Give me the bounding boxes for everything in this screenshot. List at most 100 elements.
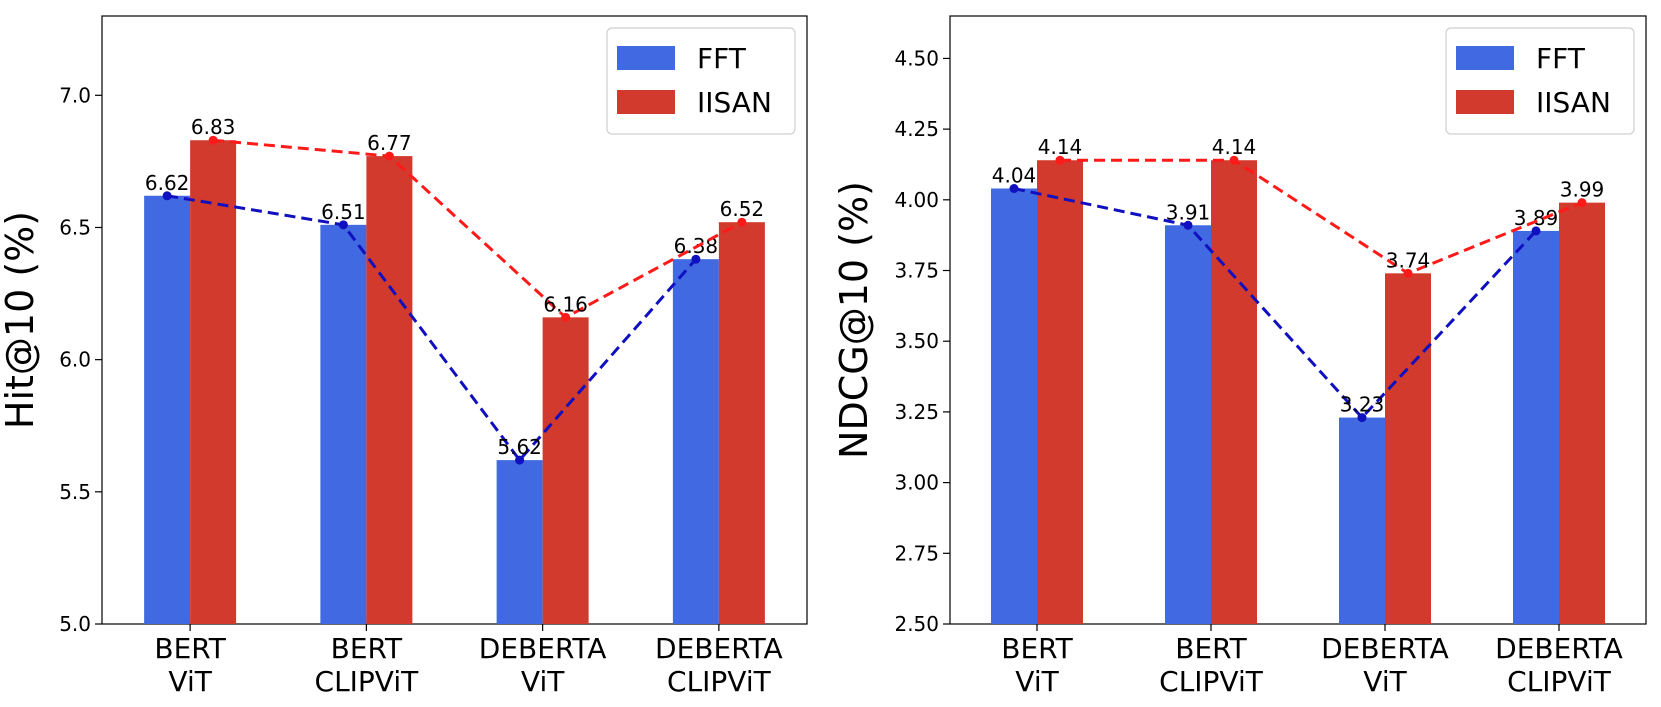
hit-category-label-line: DEBERTA	[655, 632, 783, 665]
hit-category-label-line: BERT	[154, 632, 226, 665]
hit-ytick-label: 5.0	[59, 612, 91, 636]
hit-point-iisan	[384, 151, 394, 161]
ndcg-ytick-label: 3.00	[894, 471, 939, 495]
hit-category-label-line: ViT	[521, 665, 565, 698]
ndcg-category-label: BERT CLIPViT	[1159, 632, 1264, 698]
hit-point-iisan	[208, 135, 218, 145]
hit-legend-swatch-fft	[617, 46, 675, 70]
ndcg-bar-fft	[1339, 417, 1385, 624]
ndcg-category-label-line: BERT	[1001, 632, 1073, 665]
hit-legend-label-fft: FFT	[697, 42, 747, 75]
hit-bar-fft	[496, 460, 543, 624]
hit-point-iisan	[561, 312, 571, 322]
hit-category-label: BERT ViT	[154, 632, 226, 698]
hit-bar-fft	[320, 224, 367, 624]
ndcg-y-axis-title: NDCG@10 (%)	[832, 181, 876, 459]
ndcg-data-label-fft: 3.23	[1340, 393, 1385, 417]
ndcg-category-label-line: DEBERTA	[1495, 632, 1623, 665]
ndcg-bar-iisan	[1037, 160, 1083, 624]
ndcg-bar-iisan	[1385, 273, 1431, 624]
ndcg-point-fft	[1531, 226, 1541, 236]
ndcg-point-iisan	[1055, 155, 1065, 165]
hit-data-label-iisan: 6.52	[720, 197, 765, 221]
ndcg-data-label-iisan: 3.99	[1560, 178, 1605, 202]
hit-data-label-iisan: 6.83	[191, 115, 236, 139]
ndcg-axes-frame	[949, 15, 1647, 625]
hit-data-label-fft: 5.62	[497, 435, 542, 459]
hit-bar-iisan	[190, 140, 237, 625]
hit-ytick-label: 6.5	[59, 215, 91, 239]
ndcg-point-iisan	[1403, 268, 1413, 278]
hit-category-label-line: DEBERTA	[479, 632, 607, 665]
ndcg-bar-fft	[1165, 225, 1211, 624]
hit-bar-iisan	[542, 317, 589, 624]
ndcg-data-label-fft: 3.89	[1514, 206, 1559, 230]
hit-bar-iisan	[366, 156, 413, 624]
ndcg-category-label-line: ViT	[1363, 665, 1407, 698]
hit-y-axis-title: Hit@10 (%)	[0, 211, 42, 429]
ndcg-category-label-line: ViT	[1015, 665, 1059, 698]
hit-data-label-fft: 6.51	[321, 200, 366, 224]
ndcg-trend-line-iisan	[1060, 158, 1583, 276]
ndcg-ytick-label: 4.00	[894, 188, 939, 212]
hit-bar-fft	[672, 259, 719, 624]
hit-ytick-label: 5.5	[59, 480, 91, 504]
ndcg-category-label: DEBERTA CLIPViT	[1495, 632, 1623, 698]
hit-category-label-line: CLIPViT	[315, 665, 420, 698]
ndcg-category-label-line: CLIPViT	[1507, 665, 1612, 698]
hit-category-label: DEBERTA ViT	[479, 632, 607, 698]
hit-ytick-label: 6.0	[59, 348, 91, 372]
hit-category-label-line: ViT	[168, 665, 212, 698]
hit-data-label-iisan: 6.16	[543, 292, 588, 316]
ndcg-category-label: BERT ViT	[1001, 632, 1073, 698]
ndcg-legend-swatch-fft	[1456, 46, 1514, 70]
ndcg-category-label: DEBERTA ViT	[1321, 632, 1449, 698]
ndcg-legend-label-iisan: IISAN	[1536, 86, 1611, 119]
hit-category-label-line: BERT	[331, 632, 403, 665]
ndcg-trend-line-fft	[1013, 187, 1538, 420]
ndcg-bar-fft	[1513, 230, 1559, 624]
ndcg-ytick-label: 4.50	[894, 46, 939, 70]
ndcg-data-label-iisan: 4.14	[1212, 135, 1257, 159]
ndcg-bar-iisan	[1211, 160, 1257, 624]
ndcg-ytick-label: 3.50	[894, 329, 939, 353]
ndcg-category-label-line: DEBERTA	[1321, 632, 1449, 665]
hit-bar-iisan	[718, 222, 765, 625]
ndcg-legend-swatch-iisan	[1456, 90, 1514, 114]
ndcg-at-10-panel: 2.50 2.75 3.00 3.25 3.50 3.75 4.00 4.25 4.50 NDCG…	[832, 15, 1647, 698]
ndcg-ytick-label: 3.25	[894, 400, 939, 424]
ndcg-bar-fft	[991, 188, 1037, 624]
ndcg-ytick-label: 2.75	[894, 541, 939, 565]
hit-data-label-iisan: 6.77	[367, 131, 412, 155]
ndcg-data-label-iisan: 3.74	[1386, 248, 1431, 272]
hit-ytick-label: 7.0	[59, 83, 91, 107]
hit-point-fft	[162, 191, 172, 201]
hit-point-fft	[691, 254, 701, 264]
ndcg-point-iisan	[1229, 155, 1239, 165]
ndcg-point-fft	[1009, 184, 1019, 194]
ndcg-ytick-label: 4.25	[894, 117, 939, 141]
ndcg-bar-iisan	[1559, 202, 1605, 625]
ndcg-ytick-label: 3.75	[894, 259, 939, 283]
hit-data-label-fft: 6.62	[145, 171, 190, 195]
ndcg-data-label-fft: 4.04	[992, 164, 1037, 188]
hit-category-label: BERT CLIPViT	[315, 632, 420, 698]
hit-legend-label-iisan: IISAN	[697, 86, 772, 119]
hit-category-label: DEBERTA CLIPViT	[655, 632, 783, 698]
hit-bar-fft	[144, 195, 191, 624]
hit-point-iisan	[737, 217, 747, 227]
ndcg-legend-label-fft: FFT	[1536, 42, 1586, 75]
hit-axes-frame	[101, 15, 808, 625]
hit-category-label-line: CLIPViT	[667, 665, 772, 698]
hit-legend-swatch-iisan	[617, 90, 675, 114]
hit-trend-line-iisan	[212, 138, 743, 320]
ndcg-ytick-label: 2.50	[894, 612, 939, 636]
hit-point-fft	[515, 455, 525, 465]
ndcg-data-label-fft: 3.91	[1166, 200, 1211, 224]
ndcg-category-label-line: CLIPViT	[1159, 665, 1264, 698]
ndcg-category-label-line: BERT	[1175, 632, 1247, 665]
hit-point-fft	[338, 220, 348, 230]
ndcg-data-label-iisan: 4.14	[1038, 135, 1083, 159]
